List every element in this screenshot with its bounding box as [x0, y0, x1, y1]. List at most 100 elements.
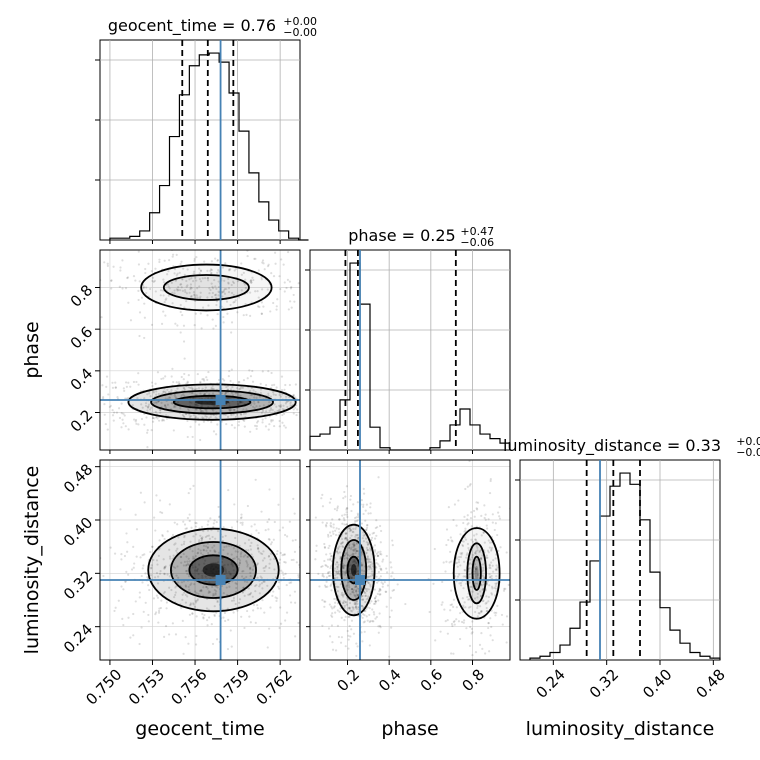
sample-point [337, 585, 340, 589]
sample-point [176, 324, 179, 327]
sample-point [286, 535, 289, 538]
sample-point [363, 620, 366, 623]
sample-point [474, 610, 477, 614]
sample-point [252, 278, 255, 282]
sample-point [253, 584, 257, 588]
title-geocent_time: geocent_time = 0.76 [108, 16, 276, 36]
sample-point [367, 581, 370, 584]
sample-point [162, 558, 165, 561]
sample-point [222, 616, 225, 619]
sample-point [432, 582, 435, 585]
sample-point [149, 287, 152, 291]
sample-point [224, 619, 227, 623]
sample-point [181, 278, 184, 281]
sample-point [258, 592, 261, 595]
sample-point [382, 558, 385, 561]
sample-point [347, 581, 350, 584]
sample-point [180, 555, 183, 559]
sample-point [462, 540, 465, 543]
sample-point [462, 575, 465, 578]
sample-point [514, 595, 516, 597]
sample-point [217, 294, 220, 297]
sample-point [150, 406, 153, 409]
sample-point [259, 575, 262, 578]
sample-point [268, 423, 271, 426]
sample-point [389, 561, 392, 564]
sample-point [371, 573, 374, 576]
sample-point [478, 643, 482, 646]
sample-point [258, 305, 261, 309]
sample-point [264, 410, 268, 413]
sample-point [202, 548, 205, 551]
sample-point [245, 561, 249, 564]
sample-point [367, 595, 370, 598]
sample-point [457, 561, 461, 564]
sample-point [455, 557, 458, 560]
sample-point [254, 424, 257, 427]
sample-point [374, 558, 377, 561]
sample-point [336, 505, 339, 508]
sample-point [266, 265, 270, 268]
sample-point [127, 301, 130, 304]
sample-point [374, 526, 377, 530]
sample-point [198, 539, 201, 542]
sample-point [268, 562, 271, 565]
sample-point [329, 534, 333, 537]
sample-point [171, 402, 174, 405]
sample-point [378, 587, 381, 591]
sample-point [348, 575, 352, 578]
sample-point [338, 545, 341, 548]
sample-point [212, 409, 215, 412]
sample-point [282, 412, 286, 415]
sample-point [213, 519, 216, 522]
sample-point [260, 510, 263, 513]
sample-point [289, 287, 293, 290]
sample-point [485, 554, 488, 557]
sample-point [176, 289, 179, 292]
sample-point [163, 404, 167, 407]
sample-point [331, 612, 334, 615]
sample-point [328, 501, 331, 504]
sample-point [136, 397, 139, 400]
sample-point [304, 625, 306, 627]
sample-point [267, 627, 271, 630]
sample-point [236, 550, 239, 553]
sample-point [188, 560, 191, 563]
sample-point [321, 521, 324, 524]
sample-point [194, 569, 197, 572]
sample-point [471, 620, 474, 623]
sample-point [346, 507, 349, 510]
xtick-label-luminosity_distance-1: 0.32 [586, 666, 622, 702]
sample-point [182, 520, 185, 523]
sample-point [475, 507, 478, 510]
sample-point [377, 570, 380, 574]
sample-point [464, 527, 467, 530]
sample-point [168, 555, 172, 558]
sample-point [292, 412, 295, 415]
sample-point [183, 534, 186, 537]
sample-point [249, 291, 252, 294]
sample-point [196, 287, 199, 290]
sample-point [288, 594, 292, 597]
sample-point [473, 515, 476, 518]
sample-point [157, 611, 161, 614]
sample-point [237, 424, 240, 427]
sample-point [249, 314, 252, 317]
sample-point [275, 308, 278, 311]
sample-point [374, 617, 377, 620]
sample-point [475, 544, 478, 547]
sample-point [180, 581, 184, 584]
sample-point [197, 387, 201, 390]
sample-point [198, 297, 202, 300]
sample-point [240, 386, 243, 389]
sample-point [347, 606, 350, 610]
sample-point [294, 601, 297, 604]
sample-point [481, 574, 484, 577]
sample-point [449, 550, 452, 553]
sample-point [458, 612, 462, 615]
sample-point [337, 570, 340, 573]
sample-point [375, 519, 378, 522]
sample-point [491, 639, 494, 642]
sample-point [385, 554, 388, 558]
sample-point [474, 552, 477, 555]
